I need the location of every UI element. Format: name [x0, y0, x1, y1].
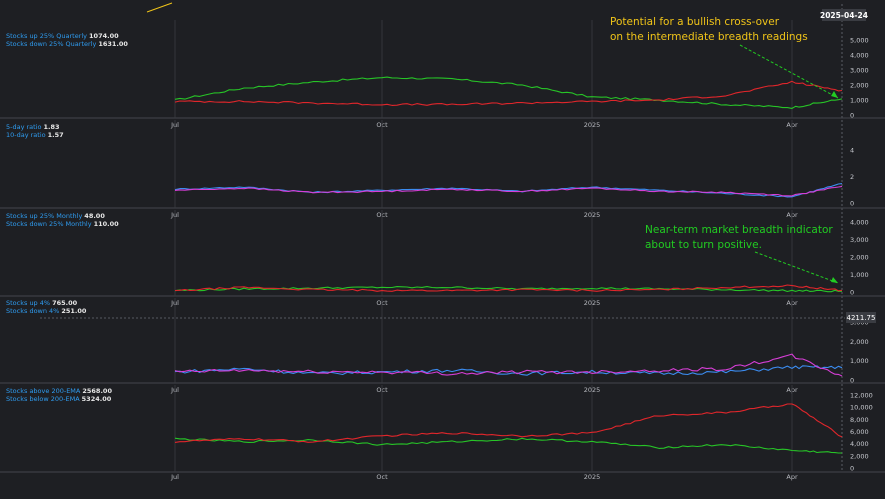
- legend-label: Stocks up 25% Quarterly: [6, 32, 88, 40]
- x-tick-label: 2025: [584, 473, 601, 481]
- x-tick-label: Jul: [170, 121, 179, 129]
- legend-value: 48.00: [84, 212, 105, 220]
- series-line-magenta: [174, 185, 843, 197]
- legend-value: 1.83: [43, 123, 60, 131]
- legend-value: 2568.00: [82, 387, 112, 395]
- annotation-line: about to turn positive.: [645, 239, 762, 251]
- series-line-green: [174, 76, 843, 109]
- legend-label: Stocks down 25% Quarterly: [6, 40, 97, 48]
- price-badge: 4211.75: [847, 314, 876, 322]
- price-badge-bg: [846, 312, 876, 323]
- annotation-line: Potential for a bullish cross-over: [610, 16, 780, 28]
- series-line-blue: [174, 365, 843, 376]
- annotation-bullish-crossover: Potential for a bullish cross-over on th…: [610, 15, 808, 45]
- legend-value: 110.00: [93, 220, 119, 228]
- annotation-line: on the intermediate breadth readings: [610, 31, 808, 43]
- annotation-arrow: [739, 44, 839, 99]
- y-tick-label: 0: [850, 112, 854, 120]
- arrow-head: [831, 277, 838, 283]
- panel-5-legend: Stocks above 200-EMA 2568.00 Stocks below…: [6, 387, 112, 403]
- x-tick-label: Oct: [376, 473, 388, 481]
- y-tick-label: 2,000: [850, 82, 869, 90]
- annotation-arrow: [754, 251, 839, 284]
- x-tick-label: Apr: [786, 473, 798, 481]
- annotation-line: Near-term market breadth indicator: [645, 224, 833, 236]
- series-line-red: [174, 403, 843, 443]
- series-line-red: [174, 284, 843, 292]
- y-tick-label: 0: [850, 377, 854, 385]
- y-tick-label: 1,000: [850, 271, 869, 279]
- legend-value: 1074.00: [89, 32, 119, 40]
- y-tick-label: 1,000: [850, 97, 869, 105]
- legend-label: 10-day ratio: [6, 131, 46, 139]
- legend-label: Stocks below 200-EMA: [6, 395, 80, 403]
- panel-1-legend: Stocks up 25% Quarterly 1074.00 Stocks do…: [6, 32, 128, 48]
- y-tick-label: 4: [850, 147, 854, 155]
- y-tick-label: 4,000: [850, 440, 869, 448]
- x-tick-label: Jul: [170, 211, 179, 219]
- y-tick-label: 2,000: [850, 254, 869, 262]
- y-tick-label: 3,000: [850, 67, 869, 75]
- prior-series-remnant: [146, 2, 173, 13]
- y-tick-label: 6,000: [850, 428, 869, 436]
- y-tick-label: 4,000: [850, 219, 869, 227]
- date-badge-bg: [822, 9, 866, 21]
- legend-label: Stocks up 25% Monthly: [6, 212, 83, 220]
- date-badge: 2025-04-24: [820, 11, 868, 20]
- series-line-red: [174, 80, 843, 106]
- series-line-green: [174, 437, 842, 454]
- y-tick-label: 0: [850, 289, 854, 297]
- legend-value: 251.00: [61, 307, 87, 315]
- y-tick-label: 3,000: [850, 236, 869, 244]
- y-tick-label: 0: [850, 200, 854, 208]
- legend-value: 5324.00: [81, 395, 112, 403]
- y-tick-label: 0: [850, 465, 854, 473]
- y-tick-label: 2,000: [850, 452, 869, 460]
- panel-3-legend: Stocks up 25% Monthly 48.00 Stocks down 2…: [6, 212, 119, 228]
- x-tick-label: Jul: [170, 386, 179, 394]
- y-tick-label: 2: [850, 173, 854, 181]
- x-tick-label: Jul: [170, 299, 179, 307]
- y-tick-label: 12,000: [850, 392, 873, 400]
- legend-label: Stocks down 25% Monthly: [6, 220, 92, 228]
- legend-value: 1631.00: [98, 40, 128, 48]
- legend-label: 5-day ratio: [6, 123, 42, 131]
- y-tick-label: 2,000: [850, 338, 869, 346]
- y-tick-label: 8,000: [850, 416, 869, 424]
- panel-2-legend: 5-day ratio 1.83 10-day ratio 1.57: [6, 123, 64, 139]
- arrow-head: [831, 91, 838, 98]
- legend-value: 1.57: [47, 131, 64, 139]
- legend-value: 765.00: [52, 299, 78, 307]
- legend-label: Stocks above 200-EMA: [6, 387, 81, 395]
- y-tick-label: 5,000: [850, 37, 869, 45]
- legend-label: Stocks down 4%: [6, 307, 60, 315]
- y-tick-label: 4,000: [850, 52, 869, 60]
- y-tick-label: 1,000: [850, 357, 869, 365]
- x-tick-label: Jul: [170, 473, 179, 481]
- y-tick-label: 10,000: [850, 404, 873, 412]
- series-line-magenta: [174, 353, 843, 377]
- annotation-near-term-breadth: Near-term market breadth indicator about…: [645, 223, 833, 253]
- panel-4-legend: Stocks up 4% 765.00 Stocks down 4% 251.00: [6, 299, 86, 315]
- legend-label: Stocks up 4%: [6, 299, 51, 307]
